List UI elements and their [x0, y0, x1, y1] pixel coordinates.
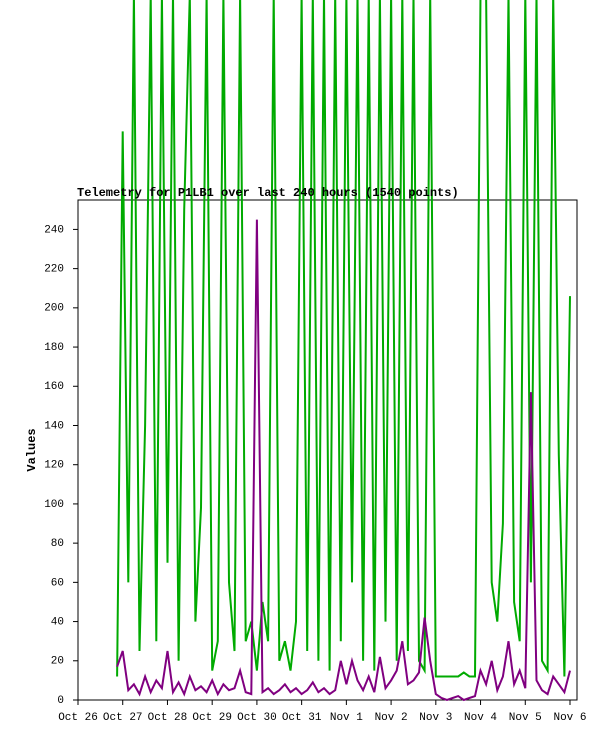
y-tick-label: 180 [44, 342, 64, 354]
x-tick-label: Nov 1 [330, 712, 363, 724]
y-tick-label: 120 [44, 460, 64, 472]
y-tick-label: 60 [51, 577, 64, 589]
x-tick-label: Nov 3 [419, 712, 452, 724]
y-tick-label: 140 [44, 420, 64, 432]
y-axis-label: Values [25, 428, 39, 471]
y-tick-label: 40 [51, 616, 64, 628]
x-tick-label: Nov 6 [553, 712, 586, 724]
y-tick-label: 200 [44, 303, 64, 315]
x-tick-label: Oct 27 [103, 712, 143, 724]
series-line [116, 0, 571, 678]
y-tick-label: 80 [51, 538, 64, 550]
y-tick-label: 220 [44, 264, 64, 276]
x-tick-label: Nov 4 [464, 712, 497, 724]
y-tick-label: 0 [57, 695, 64, 707]
y-tick-label: 100 [44, 499, 64, 511]
series-line [116, 219, 571, 702]
y-tick-label: 20 [51, 656, 64, 668]
x-tick-label: Nov 5 [509, 712, 542, 724]
x-tick-label: Oct 26 [58, 712, 98, 724]
x-tick-label: Oct 28 [148, 712, 188, 724]
x-tick-label: Nov 2 [375, 712, 408, 724]
x-tick-label: Oct 31 [282, 712, 322, 724]
x-tick-label: Oct 29 [192, 712, 232, 724]
y-tick-label: 240 [44, 224, 64, 236]
x-tick-label: Oct 30 [237, 712, 277, 724]
chart-title: Telemetry for P1LB1 over last 240 hours … [77, 186, 459, 200]
y-tick-label: 160 [44, 381, 64, 393]
plot-frame [77, 199, 578, 701]
